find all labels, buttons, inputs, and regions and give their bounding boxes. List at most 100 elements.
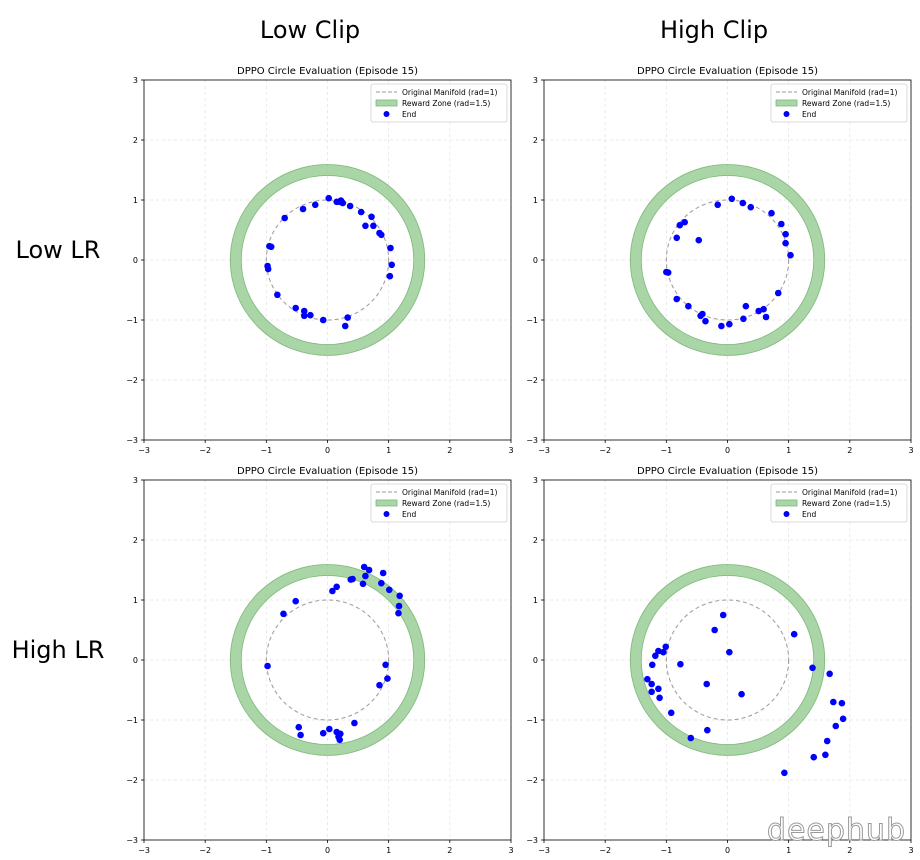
end-point (344, 314, 351, 321)
plot-low-lr-low-clip: −3 −2 −1 0 1 2 3 −3 −2 −1 0 1 2 3 DPPO Circle Evaluati… (126, 66, 513, 455)
end-point (728, 195, 736, 203)
end-point (747, 203, 755, 211)
legend-label-reward: Reward Zone (rad=1.5) (802, 499, 890, 508)
end-point (656, 694, 663, 702)
end-point (370, 222, 377, 230)
y-tick-label: 3 (133, 476, 138, 485)
x-tick-label: 2 (847, 846, 852, 855)
end-point (787, 251, 794, 259)
end-point (379, 569, 387, 577)
end-point (839, 715, 847, 723)
end-point (387, 244, 394, 252)
x-tick-label: 0 (725, 846, 730, 855)
reward-zone-outer-edge (229, 164, 426, 356)
end-point (395, 609, 402, 617)
y-tick-label: 1 (533, 196, 538, 205)
end-point (346, 202, 354, 210)
end-point (280, 610, 287, 618)
x-tick-label: −1 (660, 446, 672, 455)
original-manifold-circle (665, 599, 790, 721)
reward-zone-ring (230, 564, 425, 756)
end-point (382, 661, 389, 669)
legend-reward-swatch (775, 99, 798, 107)
end-point (760, 305, 767, 313)
end-point (702, 317, 709, 325)
end-point (267, 243, 275, 251)
end-point (781, 769, 788, 777)
end-point (676, 221, 684, 229)
x-tick-label: −3 (538, 446, 550, 455)
end-point (822, 751, 829, 759)
end-point (396, 592, 403, 600)
end-point (655, 685, 662, 693)
x-tick-label: 0 (325, 446, 330, 455)
column-title-high-clip: High Clip (659, 16, 769, 44)
y-tick-label: 0 (533, 256, 538, 265)
x-tick-label: −1 (260, 446, 272, 455)
x-tick-label: 1 (786, 446, 791, 455)
y-tick-label: 0 (133, 256, 138, 265)
end-point (726, 320, 733, 328)
x-tick-label: 3 (908, 846, 913, 855)
end-point (311, 201, 319, 209)
end-point (386, 272, 394, 280)
end-point (362, 572, 369, 580)
x-tick-label: 0 (325, 846, 330, 855)
legend-label-end: End (802, 510, 816, 519)
x-tick-label: 3 (508, 446, 513, 455)
end-point (681, 218, 688, 226)
reward-zone-inner-edge (240, 575, 415, 745)
reward-zone-outer-edge (629, 564, 826, 756)
x-tick-label: −2 (199, 446, 211, 455)
y-tick-label: −1 (526, 716, 538, 725)
x-tick-label: 0 (725, 446, 730, 455)
end-point (740, 315, 747, 323)
end-point (826, 670, 833, 678)
x-tick-label: 1 (386, 446, 391, 455)
end-point (378, 231, 385, 239)
x-tick-label: 2 (447, 446, 452, 455)
legend: Original Manifold (rad=1) Reward Zone (ra… (370, 483, 508, 523)
reward-zone-inner-edge (240, 175, 415, 345)
legend-label-manifold: Original Manifold (rad=1) (402, 488, 498, 497)
end-point (718, 322, 725, 330)
x-tick-label: 2 (447, 846, 452, 855)
end-point (697, 312, 704, 320)
end-point (329, 587, 336, 595)
end-point (395, 602, 403, 610)
end-point (360, 563, 368, 571)
end-point (739, 199, 747, 207)
y-tick-label: −2 (126, 376, 138, 385)
plot-high-lr-low-clip: −3 −2 −1 0 1 2 3 −3 −2 −1 0 1 2 3 DPPO Circle Evaluati… (126, 466, 513, 855)
plot-title: DPPO Circle Evaluation (Episode 15) (237, 466, 418, 477)
end-point (714, 201, 722, 209)
end-point (319, 729, 327, 737)
end-point (782, 230, 789, 238)
end-point (711, 626, 718, 634)
plot-low-lr-high-clip: −3 −2 −1 0 1 2 3 −3 −2 −1 0 1 2 3 DPPO Circle Evaluati… (526, 66, 913, 455)
row-title-high-lr: High LR (11, 636, 105, 664)
y-tick-label: 2 (533, 536, 538, 545)
legend-label-end: End (802, 110, 816, 119)
end-point (782, 239, 789, 247)
x-tick-label: −3 (138, 446, 150, 455)
row-title-low-lr: Low LR (15, 236, 101, 264)
end-point (838, 699, 846, 707)
end-point (368, 213, 375, 221)
legend-label-manifold: Original Manifold (rad=1) (802, 488, 898, 497)
reward-zone-inner-edge (640, 575, 815, 745)
y-tick-label: 0 (133, 656, 138, 665)
y-tick-label: −3 (526, 436, 538, 445)
column-title-low-clip: Low Clip (259, 16, 361, 44)
end-point (687, 734, 695, 742)
x-tick-label: −2 (599, 846, 611, 855)
end-point (326, 725, 333, 733)
x-tick-label: 1 (786, 846, 791, 855)
end-point (832, 722, 840, 730)
end-point (319, 316, 327, 324)
legend-box (770, 83, 908, 123)
end-point (325, 194, 333, 202)
watermark: deephub (766, 813, 906, 849)
end-point (292, 304, 299, 312)
end-point (264, 662, 271, 670)
